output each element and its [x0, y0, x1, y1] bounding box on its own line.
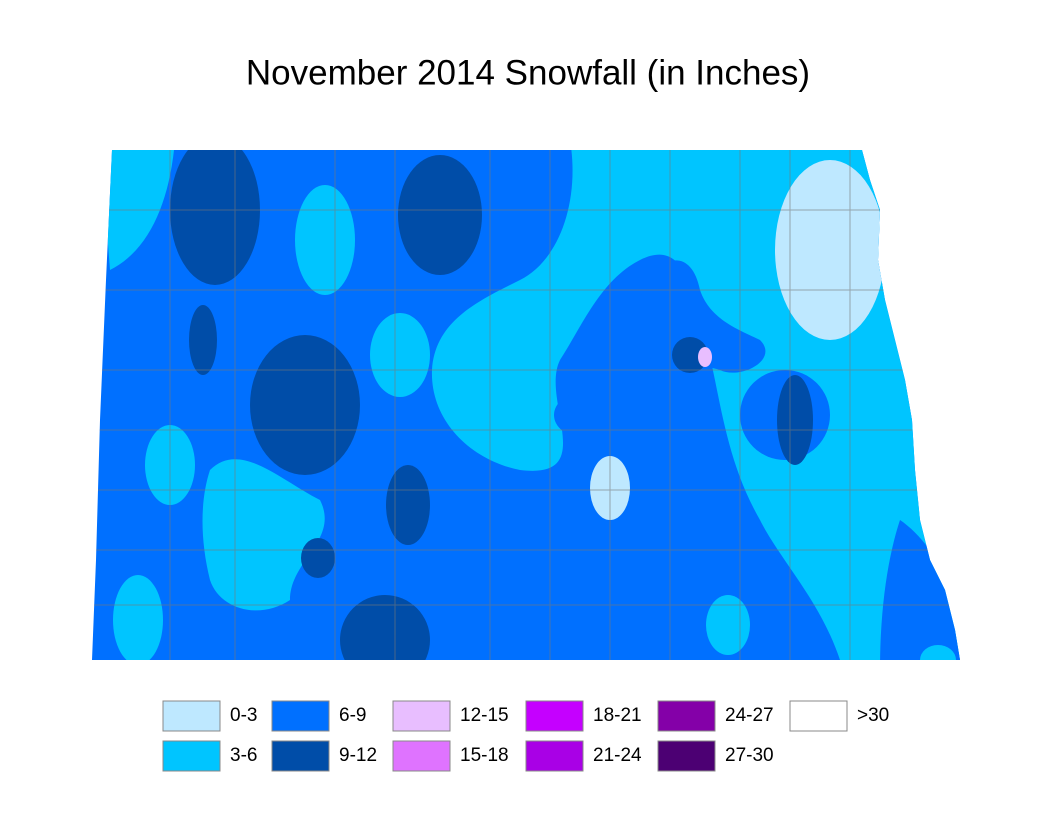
legend-label: 24-27 — [725, 705, 774, 726]
legend-label: 0-3 — [230, 705, 257, 726]
legend-label: 3-6 — [230, 745, 257, 766]
region — [554, 393, 610, 437]
region — [202, 459, 325, 611]
region — [340, 595, 430, 660]
region — [398, 155, 482, 275]
legend: 0-3 3-6 6-9 9-12 12-15 15-18 18-21 21-24 24-27 27… — [162, 700, 889, 772]
region — [880, 520, 960, 660]
legend-swatch — [162, 740, 221, 772]
legend-swatch — [162, 700, 221, 732]
region — [113, 575, 163, 660]
legend-swatch — [657, 700, 716, 732]
legend-label: 27-30 — [725, 745, 774, 766]
legend-label: 12-15 — [460, 705, 509, 726]
legend-swatch — [525, 700, 584, 732]
legend-swatch — [525, 740, 584, 772]
snowfall-map — [92, 150, 960, 660]
region — [640, 260, 766, 373]
legend-label: 18-21 — [593, 705, 642, 726]
region — [920, 645, 956, 660]
region — [250, 335, 360, 475]
legend-label: 21-24 — [593, 745, 642, 766]
region — [370, 313, 430, 397]
region — [777, 375, 813, 465]
region — [189, 305, 217, 375]
region — [301, 538, 335, 578]
legend-label: 9-12 — [339, 745, 377, 766]
legend-swatch — [789, 700, 848, 732]
legend-label: 6-9 — [339, 705, 366, 726]
legend-label: 15-18 — [460, 745, 509, 766]
region — [386, 465, 430, 545]
map-title: November 2014 Snowfall (in Inches) — [246, 53, 810, 92]
region — [698, 347, 712, 367]
legend-label: >30 — [857, 705, 889, 726]
region — [100, 150, 175, 270]
region — [672, 337, 708, 373]
region — [775, 160, 885, 340]
region — [706, 595, 750, 655]
legend-swatch — [392, 740, 451, 772]
legend-swatch — [271, 740, 330, 772]
legend-swatch — [271, 700, 330, 732]
legend-swatch — [657, 740, 716, 772]
legend-swatch — [392, 700, 451, 732]
region — [295, 185, 355, 295]
county-lines — [92, 150, 950, 660]
